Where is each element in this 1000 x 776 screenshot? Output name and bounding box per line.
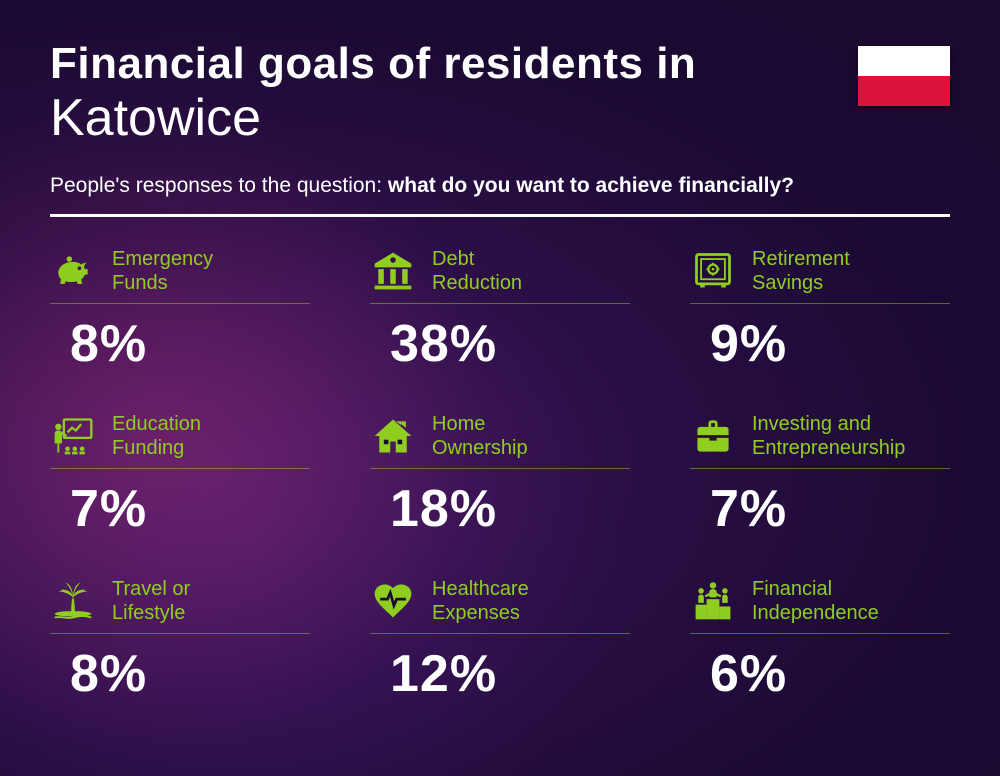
- piggy-bank-icon: [50, 248, 96, 294]
- briefcase-icon: [690, 413, 736, 459]
- title-line-2: Katowice: [50, 90, 696, 147]
- stat-label: Travel orLifestyle: [112, 577, 190, 625]
- stat-label: HealthcareExpenses: [432, 577, 529, 625]
- stat-label: EducationFunding: [112, 412, 201, 460]
- stat-item: DebtReduction 38%: [370, 247, 630, 374]
- stat-item-head: FinancialIndependence: [690, 577, 950, 634]
- stat-value: 7%: [70, 479, 310, 539]
- flag-bottom-stripe: [858, 76, 950, 106]
- stat-value: 12%: [390, 644, 630, 704]
- stat-value: 7%: [710, 479, 950, 539]
- heart-pulse-icon: [370, 578, 416, 624]
- stat-label: DebtReduction: [432, 247, 522, 295]
- stat-label: RetirementSavings: [752, 247, 850, 295]
- stat-label: FinancialIndependence: [752, 577, 879, 625]
- stat-item-head: HomeOwnership: [370, 412, 630, 469]
- stat-label: HomeOwnership: [432, 412, 528, 460]
- podium-icon: [690, 578, 736, 624]
- stat-item: Travel orLifestyle 8%: [50, 577, 310, 704]
- flag-top-stripe: [858, 46, 950, 76]
- stat-value: 18%: [390, 479, 630, 539]
- stat-value: 6%: [710, 644, 950, 704]
- safe-icon: [690, 248, 736, 294]
- stat-item-head: DebtReduction: [370, 247, 630, 304]
- subtitle-prefix: People's responses to the question:: [50, 174, 388, 197]
- stat-item-head: EducationFunding: [50, 412, 310, 469]
- stat-value: 8%: [70, 314, 310, 374]
- flag-poland: [858, 46, 950, 106]
- stat-item: RetirementSavings 9%: [690, 247, 950, 374]
- stat-label: EmergencyFunds: [112, 247, 213, 295]
- divider: [50, 214, 950, 217]
- subtitle: People's responses to the question: what…: [50, 174, 950, 198]
- stat-value: 8%: [70, 644, 310, 704]
- stat-item: FinancialIndependence 6%: [690, 577, 950, 704]
- bank-icon: [370, 248, 416, 294]
- header: Financial goals of residents in Katowice: [50, 40, 950, 148]
- title-line-1: Financial goals of residents in: [50, 40, 696, 88]
- stat-item: EducationFunding 7%: [50, 412, 310, 539]
- stat-value: 9%: [710, 314, 950, 374]
- stat-item-head: RetirementSavings: [690, 247, 950, 304]
- presentation-icon: [50, 413, 96, 459]
- stat-item: HealthcareExpenses 12%: [370, 577, 630, 704]
- stat-item: HomeOwnership 18%: [370, 412, 630, 539]
- stat-item-head: EmergencyFunds: [50, 247, 310, 304]
- stats-grid: EmergencyFunds 8% DebtReduction 38% Retireme…: [50, 247, 950, 704]
- stat-item: EmergencyFunds 8%: [50, 247, 310, 374]
- stat-value: 38%: [390, 314, 630, 374]
- house-icon: [370, 413, 416, 459]
- stat-item-head: HealthcareExpenses: [370, 577, 630, 634]
- stat-label: Investing andEntrepreneurship: [752, 412, 905, 460]
- palm-icon: [50, 578, 96, 624]
- title-block: Financial goals of residents in Katowice: [50, 40, 696, 148]
- subtitle-bold: what do you want to achieve financially?: [388, 174, 794, 197]
- stat-item-head: Travel orLifestyle: [50, 577, 310, 634]
- stat-item-head: Investing andEntrepreneurship: [690, 412, 950, 469]
- stat-item: Investing andEntrepreneurship 7%: [690, 412, 950, 539]
